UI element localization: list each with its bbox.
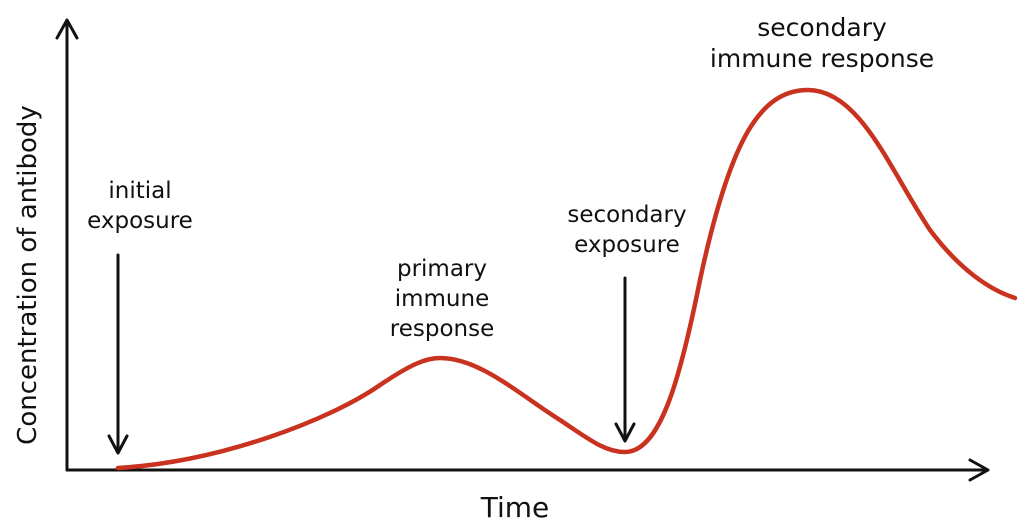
y-axis-label: Concentration of antibody <box>13 105 43 445</box>
annotation: secondary exposure <box>567 202 686 258</box>
secondary-exposure-arrow <box>614 276 636 443</box>
annotation-line: secondary <box>567 202 686 228</box>
y-axis <box>55 18 79 472</box>
annotation: secondary immune response <box>710 13 934 73</box>
annotation-line: secondary <box>757 13 887 42</box>
initial-exposure-arrow <box>107 253 129 455</box>
antibody-curve <box>115 87 1018 471</box>
annotation-line: response <box>390 316 494 342</box>
annotation-line: initial <box>108 178 171 204</box>
annotation-line: primary <box>397 256 487 282</box>
annotation-line: exposure <box>574 232 680 258</box>
annotation-line: immune response <box>710 44 934 73</box>
annotation-line: immune <box>395 286 490 312</box>
annotation-line: exposure <box>87 208 193 234</box>
x-axis <box>65 458 990 482</box>
x-axis-label: Time <box>480 491 550 524</box>
annotation: primary immune response <box>390 256 494 342</box>
annotation: initial exposure <box>87 178 193 234</box>
